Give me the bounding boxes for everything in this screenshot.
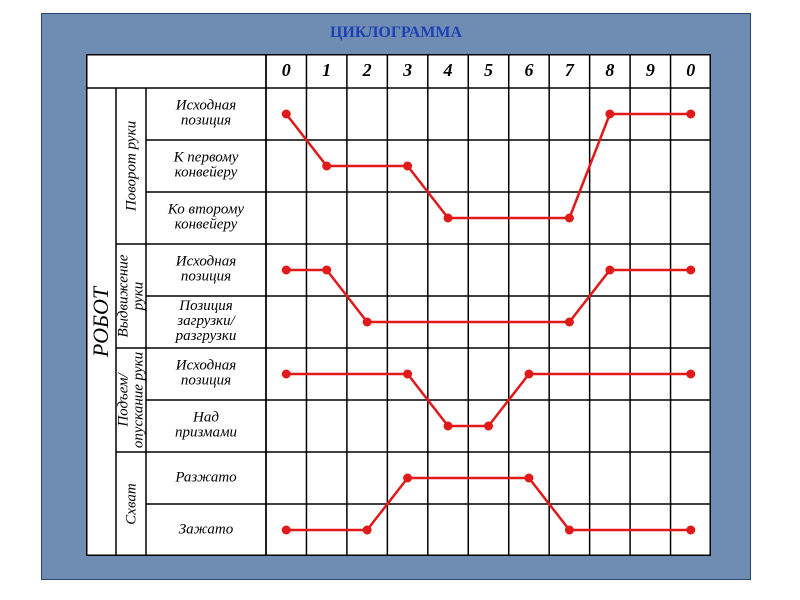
cyclogram-marker bbox=[403, 162, 412, 171]
column-header: 6 bbox=[524, 60, 533, 80]
row-label: Исходнаяпозиция bbox=[175, 254, 236, 285]
column-header: 4 bbox=[443, 60, 453, 80]
row-label: Ко второмуконвейеру bbox=[167, 202, 244, 233]
cyclogram-marker bbox=[322, 162, 331, 171]
cyclogram-diagram: 0 1 2 3 4 5 6 7 8 9 0 РОБОТ Поворот руки Выдвижениеру… bbox=[86, 54, 711, 556]
cyclogram-marker bbox=[565, 214, 574, 223]
cyclogram-marker bbox=[686, 266, 695, 275]
cyclogram-marker bbox=[363, 526, 372, 535]
cyclogram-marker bbox=[565, 526, 574, 535]
column-header: 5 bbox=[484, 60, 493, 80]
group-label: Поворот руки bbox=[123, 121, 139, 212]
row-label: Зажато bbox=[179, 521, 234, 537]
row-label: К первомуконвейеру bbox=[173, 150, 239, 181]
cyclogram-marker bbox=[444, 422, 453, 431]
cyclogram-marker bbox=[605, 266, 614, 275]
diagram-title: ЦИКЛОГРАММА bbox=[42, 24, 750, 42]
cyclogram-marker bbox=[282, 370, 291, 379]
cyclogram-marker bbox=[322, 266, 331, 275]
cyclogram-marker bbox=[282, 266, 291, 275]
column-header: 9 bbox=[646, 60, 655, 80]
row-label: Разжато bbox=[174, 469, 237, 485]
cyclogram-marker bbox=[524, 474, 533, 483]
cyclogram-marker bbox=[565, 318, 574, 327]
group-label: Подъем/опускание руки bbox=[116, 352, 147, 448]
column-header: 3 bbox=[402, 60, 412, 80]
column-header: 2 bbox=[362, 60, 372, 80]
column-header: 0 bbox=[282, 60, 291, 80]
cyclogram-marker bbox=[686, 370, 695, 379]
cyclogram-marker bbox=[605, 110, 614, 119]
background-panel: ЦИКЛОГРАММА 0 1 2 3 4 5 6 7 8 9 0 РОБОТ Поворот руки… bbox=[41, 13, 751, 580]
cyclogram-marker bbox=[524, 370, 533, 379]
cyclogram-marker bbox=[363, 318, 372, 327]
group-label: Выдвижениеруки bbox=[116, 254, 147, 337]
row-label: Позициязагрузки/разгрузки bbox=[175, 298, 237, 344]
row-label: Исходнаяпозиция bbox=[175, 98, 236, 129]
cyclogram-marker bbox=[686, 526, 695, 535]
main-axis-label: РОБОТ bbox=[88, 285, 113, 358]
cyclogram-marker bbox=[444, 214, 453, 223]
cyclogram-marker bbox=[484, 422, 493, 431]
cyclogram-marker bbox=[282, 110, 291, 119]
column-header: 8 bbox=[605, 60, 614, 80]
column-header: 1 bbox=[322, 60, 331, 80]
cyclogram-marker bbox=[282, 526, 291, 535]
column-header: 7 bbox=[565, 60, 575, 80]
column-header: 0 bbox=[686, 60, 695, 80]
row-label: Надпризмами bbox=[175, 410, 237, 441]
cyclogram-marker bbox=[686, 110, 695, 119]
page-root: ЦИКЛОГРАММА 0 1 2 3 4 5 6 7 8 9 0 РОБОТ Поворот руки… bbox=[0, 0, 800, 600]
cyclogram-marker bbox=[403, 370, 412, 379]
row-label: Исходнаяпозиция bbox=[175, 358, 236, 389]
group-label: Схват bbox=[123, 483, 139, 525]
cyclogram-marker bbox=[403, 474, 412, 483]
